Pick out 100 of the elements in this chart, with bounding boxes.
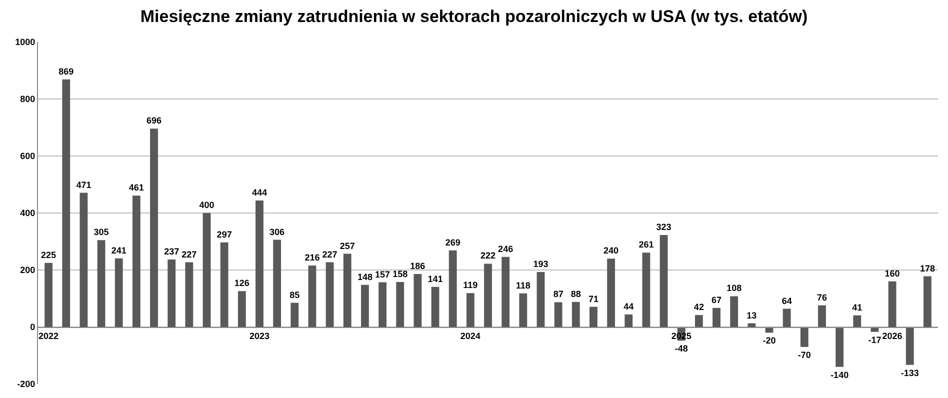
data-label: 227 [322, 249, 338, 260]
x-tick-label: 2022 [38, 330, 59, 341]
data-label: 108 [726, 283, 742, 294]
data-label: 869 [58, 66, 74, 76]
data-label: 186 [410, 260, 426, 271]
data-label: 160 [884, 268, 900, 278]
data-label: 696 [146, 116, 162, 126]
bar [396, 282, 404, 327]
data-label: -48 [674, 344, 688, 354]
data-label: 41 [852, 302, 862, 312]
bar [818, 305, 826, 327]
bar [448, 250, 457, 327]
y-tick-label: 800 [20, 94, 36, 104]
data-label: 444 [252, 187, 267, 198]
data-label: 216 [304, 252, 320, 262]
bar [624, 314, 633, 327]
data-label: 87 [553, 289, 564, 300]
bar [62, 79, 70, 327]
data-label: 222 [480, 250, 496, 261]
bar [712, 308, 720, 327]
bar [590, 306, 598, 327]
data-label: 76 [816, 292, 827, 302]
chart-title: Miesięczne zmiany zatrudnienia w sektorach pozarolniczych w USA (w tys. etatów) [140, 6, 808, 26]
bar [466, 293, 474, 327]
data-label: 305 [94, 227, 109, 238]
data-label: 85 [290, 290, 300, 300]
data-label: 193 [533, 259, 548, 269]
data-label: 323 [656, 222, 672, 232]
bar [694, 315, 703, 327]
data-label: 64 [782, 296, 792, 306]
data-label: 237 [164, 246, 180, 256]
bar [114, 258, 123, 327]
data-label: -70 [798, 350, 811, 360]
data-label: 126 [234, 278, 250, 288]
y-tick-label: 1000 [15, 37, 36, 48]
data-label: -20 [762, 336, 776, 346]
bar [519, 293, 528, 327]
data-label: 269 [445, 237, 460, 248]
bar [378, 282, 386, 327]
bar [554, 302, 562, 327]
data-label: 13 [746, 310, 757, 320]
data-label: 118 [516, 280, 530, 290]
bar [343, 254, 352, 327]
bar [748, 323, 756, 327]
data-label: -140 [830, 370, 849, 380]
data-label: -17 [868, 334, 882, 345]
y-tick-label: 600 [20, 151, 36, 162]
bar [660, 234, 668, 327]
bar [308, 265, 316, 327]
data-label: 44 [624, 301, 634, 312]
bar [414, 274, 422, 327]
data-label: 119 [463, 280, 478, 290]
data-label: 400 [199, 200, 214, 210]
bar [484, 264, 492, 327]
bar [906, 327, 914, 365]
bar [97, 240, 106, 327]
y-tick-label: 400 [20, 208, 36, 218]
data-label: 297 [216, 229, 232, 240]
data-label: 157 [375, 269, 390, 280]
y-tick-label: 0 [30, 322, 36, 332]
data-label: 261 [638, 240, 654, 250]
data-label: 240 [604, 246, 619, 256]
x-tick-label: 2023 [249, 330, 270, 341]
data-label: 71 [588, 294, 598, 304]
x-tick-label: 2024 [460, 330, 480, 341]
bar [44, 262, 52, 327]
bar [800, 327, 808, 347]
bar [256, 200, 264, 327]
data-label: -133 [900, 368, 919, 378]
bar [836, 327, 844, 367]
y-tick-label: 200 [20, 265, 36, 276]
bar [361, 284, 369, 327]
bar [238, 291, 246, 327]
bar [536, 272, 545, 327]
y-tick-label: -200 [17, 379, 36, 390]
data-label: 88 [570, 288, 581, 299]
data-label: 42 [694, 302, 704, 312]
data-label: 158 [392, 268, 408, 279]
bar [924, 276, 932, 327]
data-label: 141 [428, 274, 443, 284]
bar [326, 262, 334, 327]
bar [273, 240, 282, 327]
bar [431, 286, 440, 327]
bar [888, 281, 896, 327]
data-label: 241 [111, 245, 126, 256]
bar [730, 296, 738, 327]
data-label: 246 [498, 244, 514, 254]
data-label: 67 [712, 294, 722, 305]
bar [80, 192, 88, 327]
data-label: 225 [41, 250, 56, 260]
bar [168, 259, 176, 327]
data-label: 306 [270, 226, 285, 237]
bar [220, 242, 228, 327]
bar [502, 256, 510, 327]
data-label: 148 [357, 272, 372, 282]
bar [202, 213, 211, 327]
bar [150, 128, 158, 327]
data-label: 178 [920, 263, 935, 274]
bar [132, 196, 140, 327]
data-label: 461 [128, 182, 144, 193]
